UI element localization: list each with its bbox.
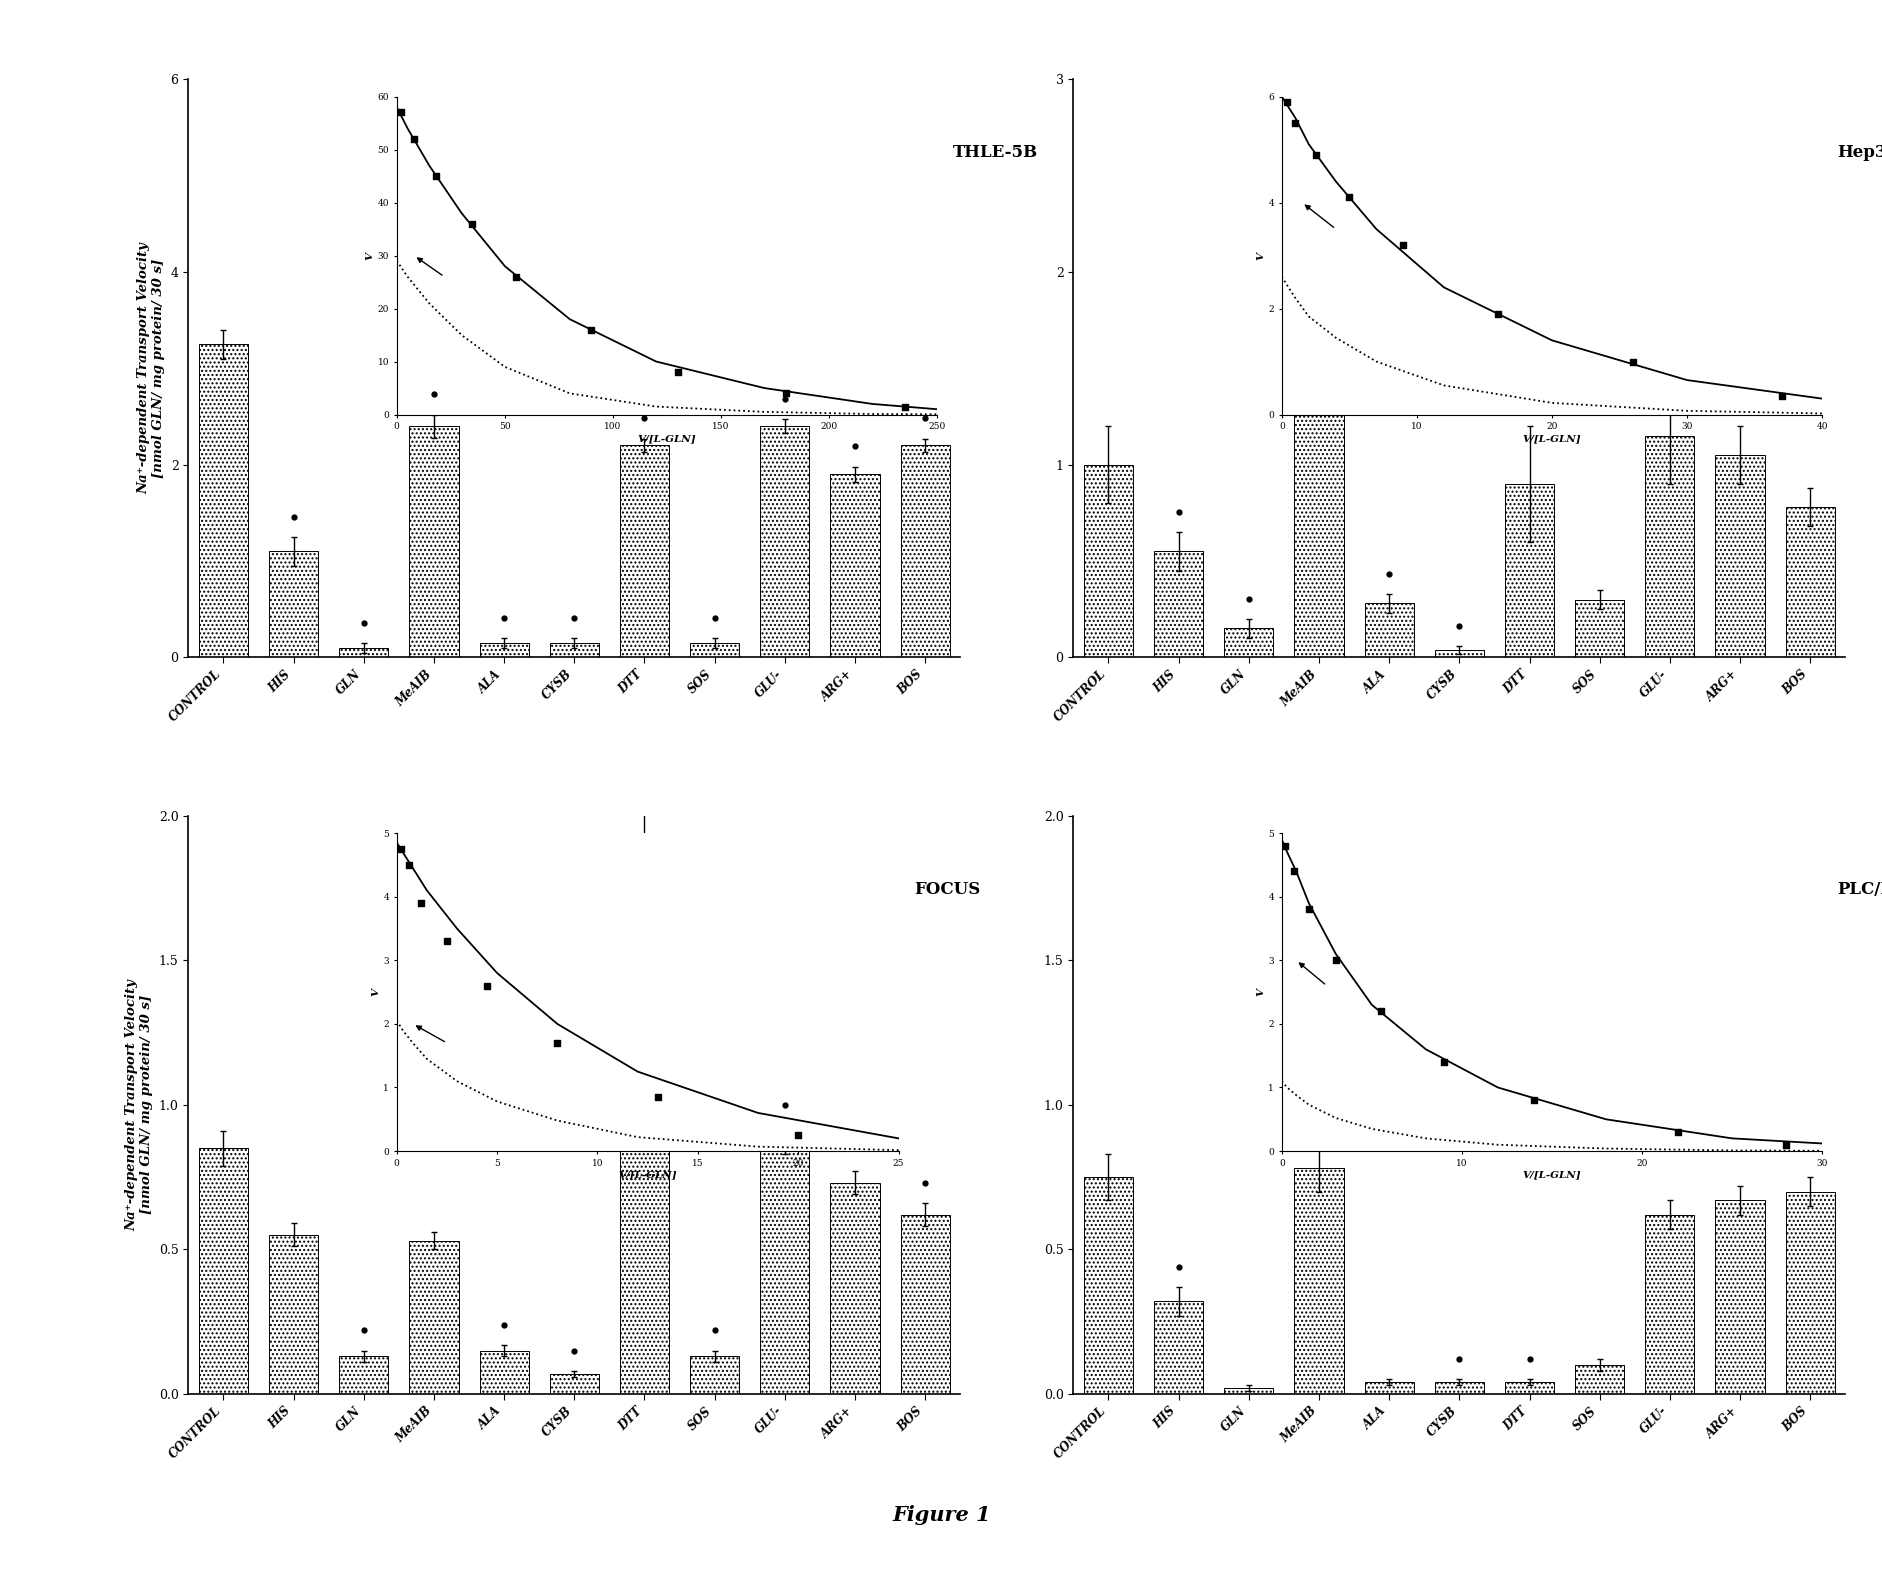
Bar (408, 1240, 459, 1394)
Bar (760, 426, 809, 657)
Bar (691, 643, 740, 657)
Bar (1504, 485, 1553, 657)
Bar (900, 1215, 949, 1394)
Bar (691, 1356, 740, 1394)
Bar (1293, 339, 1344, 657)
Bar (480, 1351, 529, 1394)
Bar (1434, 649, 1483, 657)
Bar (339, 648, 388, 657)
Bar (1504, 1383, 1553, 1394)
Bar (1154, 551, 1203, 657)
Bar (199, 1148, 248, 1394)
Bar (1223, 1388, 1272, 1394)
Bar (830, 1183, 879, 1394)
Bar (1434, 1383, 1483, 1394)
Bar (900, 445, 949, 657)
Bar (1715, 455, 1763, 657)
Bar (339, 1356, 388, 1394)
Bar (269, 551, 318, 657)
Bar (619, 836, 668, 1394)
Bar (1575, 1365, 1624, 1394)
Bar (1364, 1383, 1413, 1394)
Bar (1223, 629, 1272, 657)
Text: Hep3B: Hep3B (1837, 144, 1882, 162)
Bar (760, 1139, 809, 1394)
Y-axis label: Na⁺-dependent Transport Velocity
[nmol GLN/ mg protein/ 30 s]: Na⁺-dependent Transport Velocity [nmol G… (124, 979, 152, 1231)
Bar (1084, 1177, 1133, 1394)
Bar (1715, 1201, 1763, 1394)
Bar (830, 474, 879, 657)
Bar (1784, 507, 1833, 657)
Bar (1293, 1169, 1344, 1394)
Bar (269, 1236, 318, 1394)
Bar (1645, 436, 1694, 657)
Text: PLC/PRF/5: PLC/PRF/5 (1837, 881, 1882, 898)
Bar (1154, 1302, 1203, 1394)
Bar (1084, 464, 1133, 657)
Y-axis label: Na⁺-dependent Transport Velocity
[nmol GLN/ mg protein/ 30 s]: Na⁺-dependent Transport Velocity [nmol G… (137, 242, 166, 494)
Text: Figure 1: Figure 1 (892, 1505, 990, 1525)
Text: FOCUS: FOCUS (913, 881, 981, 898)
Bar (1645, 1215, 1694, 1394)
Bar (408, 426, 459, 657)
Bar (1364, 604, 1413, 657)
Bar (1575, 599, 1624, 657)
Bar (1784, 1191, 1833, 1394)
Bar (619, 445, 668, 657)
Bar (550, 1373, 598, 1394)
Text: THLE-5B: THLE-5B (952, 144, 1037, 162)
Bar (199, 344, 248, 657)
Bar (480, 643, 529, 657)
Bar (550, 643, 598, 657)
